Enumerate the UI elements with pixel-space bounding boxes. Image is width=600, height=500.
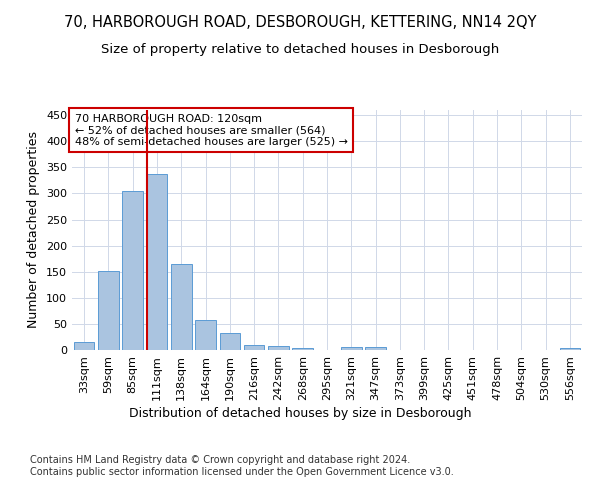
Text: Contains HM Land Registry data © Crown copyright and database right 2024.
Contai: Contains HM Land Registry data © Crown c… (30, 455, 454, 476)
Bar (341, 348, 362, 350)
Text: Distribution of detached houses by size in Desborough: Distribution of detached houses by size … (129, 408, 471, 420)
Text: 70, HARBOROUGH ROAD, DESBOROUGH, KETTERING, NN14 2QY: 70, HARBOROUGH ROAD, DESBOROUGH, KETTERI… (64, 15, 536, 30)
Bar (560, 348, 580, 350)
Bar (244, 346, 265, 350)
Bar (292, 348, 313, 350)
Text: Size of property relative to detached houses in Desborough: Size of property relative to detached ho… (101, 42, 499, 56)
Bar (220, 333, 240, 350)
Y-axis label: Number of detached properties: Number of detached properties (28, 132, 40, 328)
Bar (98, 270, 119, 350)
Bar (122, 191, 143, 350)
Bar (268, 346, 289, 350)
Bar (365, 348, 386, 350)
Text: 70 HARBOROUGH ROAD: 120sqm
← 52% of detached houses are smaller (564)
48% of sem: 70 HARBOROUGH ROAD: 120sqm ← 52% of deta… (74, 114, 347, 147)
Bar (74, 342, 94, 350)
Bar (171, 264, 191, 350)
Bar (195, 320, 216, 350)
Bar (146, 174, 167, 350)
